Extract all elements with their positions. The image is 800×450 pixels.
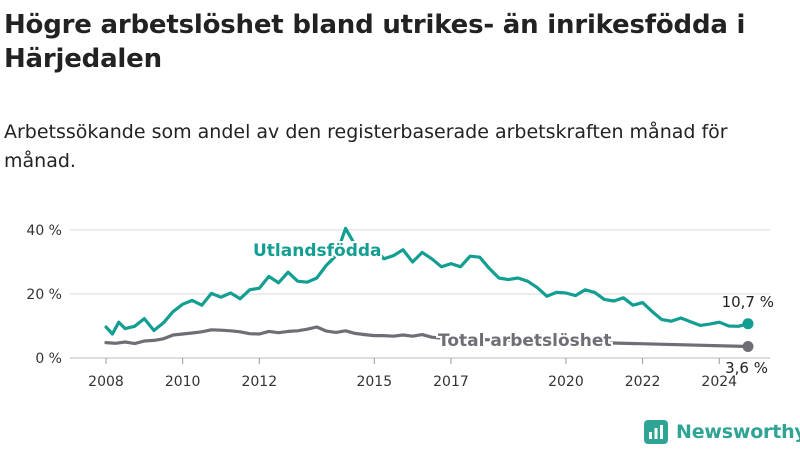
x-tick-label: 2008 [88,374,124,390]
x-tick-label: 2017 [433,374,469,390]
y-axis-ticks: 0 % 20 % 40 % [26,223,62,367]
x-tick-label: 2022 [625,374,661,390]
line-chart: 0 % 20 % 40 % 2008 2010 2012 2015 2017 2020 2022… [26,223,774,390]
series-end-point [742,318,754,330]
x-axis-ticks: 2008 2010 2012 2015 2017 2020 2022 2024 [88,358,737,390]
x-tick-label: 2015 [356,374,392,390]
newsworthy-logo[interactable]: Newsworthy [644,420,800,444]
y-tick-label: 20 % [26,287,62,303]
bar-chart-icon [644,420,668,444]
chart-title: Högre arbetslöshet bland utrikes- än inr… [4,10,746,74]
y-tick-label: 0 % [35,351,62,367]
series-labels: Utlandsfödda Total arbetslöshet 10,7 % 3,6 … [251,239,774,377]
x-tick-label: 2010 [165,374,201,390]
x-tick-label: 2012 [241,374,277,390]
series-name-label: Utlandsfödda [253,241,382,261]
series-end-point [742,340,754,352]
brand-name: Newsworthy [676,421,800,443]
series-line [104,325,750,349]
series-lines [104,226,754,352]
x-tick-label: 2020 [548,374,584,390]
y-tick-label: 40 % [26,223,62,239]
series-line [104,226,750,336]
chart-subtitle: Arbetssökande som andel av den registerb… [4,121,728,172]
series-end-label: 3,6 % [725,359,768,377]
grid-lines [70,229,770,359]
series-name-label: Total arbetslöshet [438,331,612,351]
x-tick-label: 2024 [701,374,737,390]
series-end-label: 10,7 % [722,293,774,311]
